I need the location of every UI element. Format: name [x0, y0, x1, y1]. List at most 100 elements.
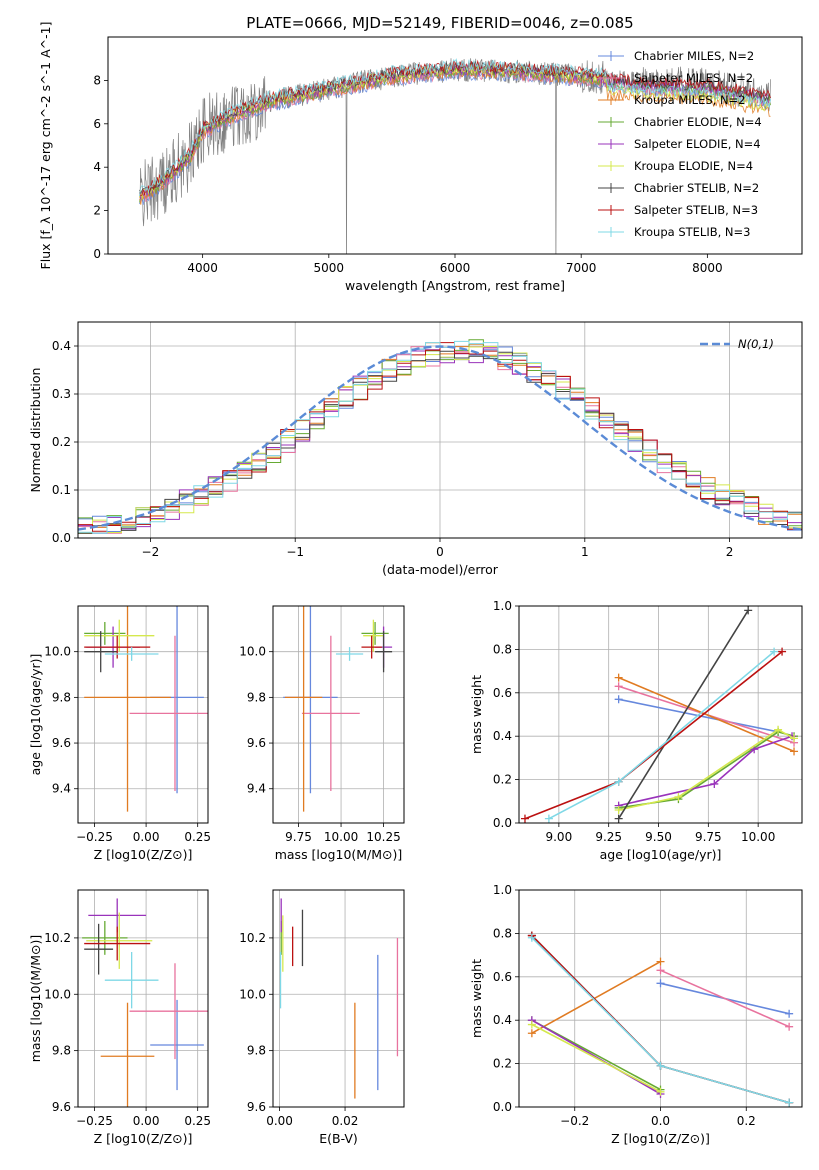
y-axis-label: Normed distribution [28, 368, 43, 493]
mass-weight-point [785, 1009, 794, 1018]
y-tick-label: 9.8 [52, 1044, 71, 1058]
x-axis-label: (data-model)/error [382, 562, 499, 577]
x-tick-label: 0.2 [737, 1114, 756, 1128]
legend-entry: Salpeter STELIB, N=3 [634, 203, 758, 217]
panel-residuals: −2 −1 0 1 2 0.0 0.1 0.2 0.3 0.4 (data-model)/error… [28, 321, 803, 577]
x-tick-label: 4000 [187, 261, 218, 275]
panel-spectrum: 4000 5000 6000 7000 8000 0 2 4 6 8 wavelength [Ang… [38, 22, 803, 293]
x-axis-label: Z [log10(Z/Z⊙)] [94, 847, 193, 862]
mass-weight-line [531, 1023, 661, 1093]
axes-frame [77, 321, 803, 539]
x-axis-label: wavelength [Angstrom, rest frame] [345, 278, 565, 293]
mass-weight-line [618, 731, 795, 809]
y-tick-label: 0.4 [493, 1013, 512, 1027]
mass-weight-point [614, 814, 623, 823]
x-tick-label: 9.25 [595, 830, 622, 844]
x-tick-label: 0.00 [133, 830, 160, 844]
plot-area [527, 931, 794, 1107]
legend-entry: Kroupa MILES, N=2 [634, 93, 746, 107]
y-tick-label: 0.6 [493, 686, 512, 700]
x-tick-label: 0.00 [266, 1114, 293, 1128]
x-tick-label: −1 [286, 545, 304, 559]
mass-weight-point [656, 957, 665, 966]
plot-area [82, 898, 208, 1107]
axes-frame [518, 889, 803, 1108]
x-tick-label: 10.25 [366, 830, 400, 844]
mass-weight-point [710, 779, 719, 788]
y-tick-label: 10.0 [239, 987, 266, 1001]
spectrum-title: PLATE=0666, MJD=52149, FIBERID=0046, z=0… [246, 14, 633, 32]
x-tick-label: 8000 [692, 261, 723, 275]
residual-histogram [78, 340, 802, 534]
mass-weight-line [618, 735, 793, 807]
y-axis-label: age [log10(age/yr)] [28, 654, 43, 776]
x-tick-label: −0.2 [560, 1114, 589, 1128]
x-tick-label: 7000 [566, 261, 597, 275]
panel-age-vs-z: −0.25 0.00 0.25 9.4 9.6 9.8 10.0 Z [log10(Z/Z⊙)… [28, 605, 211, 862]
y-tick-label: 9.4 [52, 782, 71, 796]
mass-weight-line [618, 676, 795, 753]
x-tick-label: 0.0 [651, 1114, 670, 1128]
axes-frame [272, 889, 405, 1108]
normal-reference-curve [78, 345, 802, 531]
y-axis-label: mass weight [469, 959, 484, 1038]
spectrum-model-line [139, 59, 771, 197]
mass-weight-point [770, 647, 779, 656]
y-tick-label: 10.2 [239, 931, 266, 945]
y-tick-label: 0.4 [52, 339, 71, 353]
mass-weight-line [531, 1019, 661, 1095]
y-tick-label: 0.1 [52, 483, 71, 497]
legend-entry: Kroupa ELODIE, N=4 [634, 159, 753, 173]
mass-weight-point [656, 966, 665, 975]
y-tick-label: 0.8 [493, 642, 512, 656]
y-tick-label: 10.2 [44, 931, 71, 945]
x-tick-label: 6000 [440, 261, 471, 275]
mass-weight-point [778, 647, 787, 656]
legend-entry: Salpeter MILES, N=2 [634, 71, 753, 85]
y-tick-label: 2 [93, 204, 101, 218]
legend-entry: N(0,1) [738, 337, 774, 351]
mass-weight-point [674, 792, 683, 801]
x-tick-label: 5000 [314, 261, 345, 275]
y-tick-label: 9.8 [247, 690, 266, 704]
x-tick-label: 9.50 [645, 830, 672, 844]
y-tick-label: 0.0 [493, 1100, 512, 1114]
y-tick-label: 0.2 [52, 435, 71, 449]
y-tick-label: 9.8 [247, 1044, 266, 1058]
mass-weight-point [614, 673, 623, 682]
y-tick-label: 9.8 [52, 690, 71, 704]
mass-weight-line [618, 728, 795, 811]
x-tick-label: 10.00 [324, 830, 358, 844]
axes-frame [518, 605, 803, 824]
mass-weight-point [656, 979, 665, 988]
y-tick-label: 9.6 [52, 736, 71, 750]
mass-weight-point [520, 814, 529, 823]
plot-area [139, 58, 771, 254]
y-axis-label: Flux [f_λ 10^-17 erg cm^-2 s^-1 A^-1] [38, 22, 53, 270]
y-axis-label: mass [log10(M/M⊙)] [28, 935, 43, 1063]
y-tick-label: 9.4 [247, 782, 266, 796]
mass-weight-point [527, 1029, 536, 1038]
y-tick-label: 0.0 [52, 531, 71, 545]
y-tick-label: 0.8 [493, 926, 512, 940]
spectrum-model-line [139, 58, 771, 197]
x-tick-label: 1 [581, 545, 589, 559]
x-tick-label: −2 [142, 545, 160, 559]
mass-weight-point [544, 814, 553, 823]
plot-area [279, 898, 399, 1099]
y-tick-label: 10.0 [44, 987, 71, 1001]
legend-entry: Kroupa STELIB, N=3 [634, 225, 751, 239]
x-tick-label: 9.00 [545, 830, 572, 844]
mass-weight-point [614, 805, 623, 814]
y-tick-label: 0.2 [493, 773, 512, 787]
x-tick-label: 2 [726, 545, 734, 559]
panel-mass-vs-z: −0.25 0.00 0.25 9.6 9.8 10.0 10.2 Z [log10(Z/Z⊙… [28, 889, 211, 1146]
x-axis-label: mass [log10(M/M⊙)] [275, 847, 403, 862]
mass-weight-point [656, 1061, 665, 1070]
y-tick-label: 0.3 [52, 387, 71, 401]
mass-weight-point [790, 734, 799, 743]
mass-weight-point [614, 695, 623, 704]
x-tick-label: 0.02 [332, 1114, 359, 1128]
y-tick-label: 1.0 [493, 599, 512, 613]
